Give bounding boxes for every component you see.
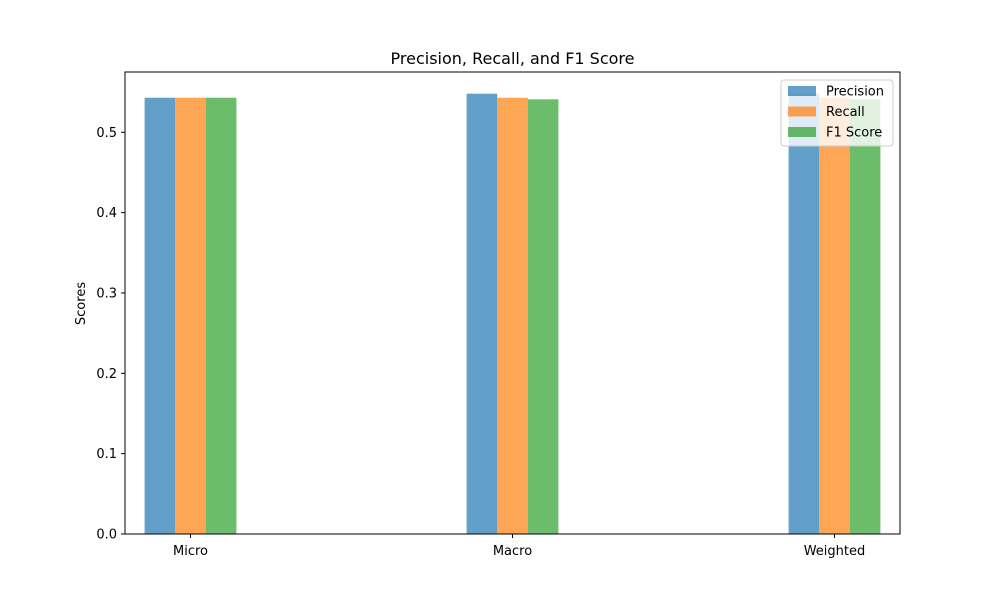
y-tick-label: 0.5 (96, 126, 117, 141)
bar-recall-macro (497, 97, 528, 535)
legend-label-recall: Recall (826, 105, 865, 120)
x-tick-label-macro: Macro (493, 544, 532, 559)
bar-precision-weighted (788, 93, 820, 534)
plot-area-frame (124, 71, 901, 535)
bars-layer (144, 93, 881, 535)
y-tick-label: 0.4 (96, 206, 117, 221)
bar-precision-macro (466, 93, 498, 534)
y-tick-label: 0.2 (96, 367, 117, 382)
legend: Precision Recall F1 Score (780, 79, 894, 147)
x-tick-label-micro: Micro (173, 544, 208, 559)
y-tick-label: 0.1 (96, 447, 117, 462)
bar-recall-weighted (819, 97, 850, 535)
y-tick-label: 0.0 (96, 528, 117, 543)
legend-swatch-recall (788, 106, 816, 117)
bar-f1-score-micro (205, 97, 237, 535)
y-axis: 0.0 0.1 0.2 0.3 0.4 0.5 (96, 126, 125, 543)
legend-label-f1-score: F1 Score (826, 126, 882, 141)
legend-swatch-f1-score (788, 127, 816, 137)
bar-precision-micro (144, 97, 176, 535)
legend-swatch-precision (788, 86, 816, 96)
x-tick-label-weighted: Weighted (804, 544, 866, 559)
legend-items: Precision Recall F1 Score (788, 85, 884, 141)
bar-f1-score-macro (527, 99, 559, 534)
x-axis: Micro Macro Weighted (173, 534, 865, 559)
y-tick-label: 0.3 (96, 286, 117, 301)
chart-title: Precision, Recall, and F1 Score (391, 49, 635, 68)
legend-label-precision: Precision (826, 85, 884, 100)
bar-f1-score-weighted (849, 99, 881, 534)
bar-recall-micro (175, 97, 206, 535)
y-axis-label: Scores (74, 282, 89, 325)
